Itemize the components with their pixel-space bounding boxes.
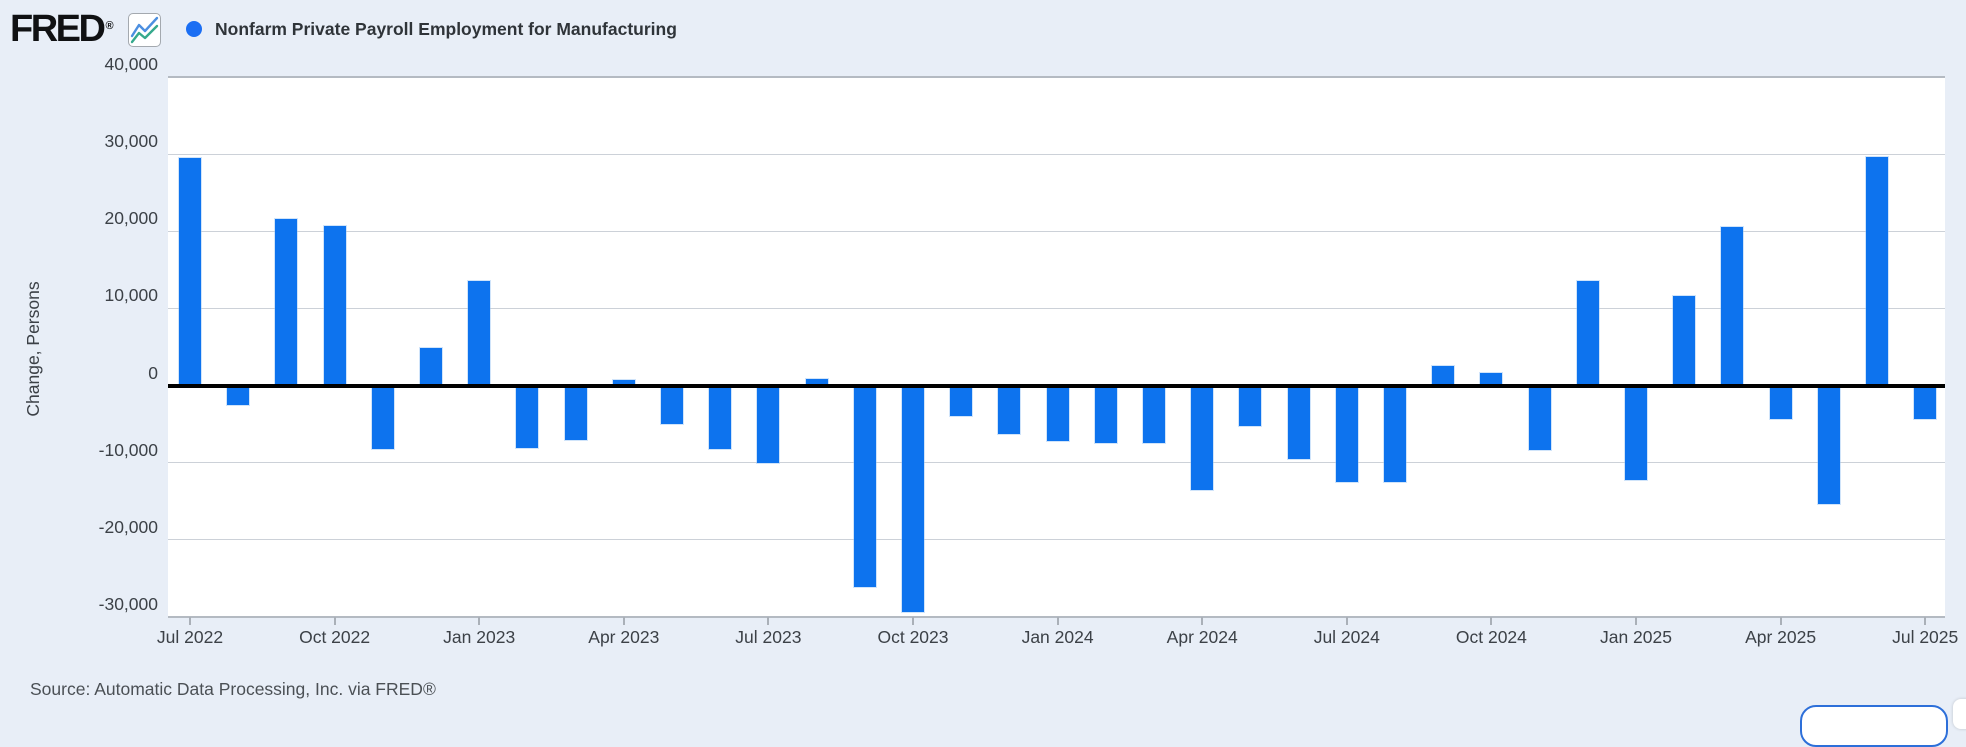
bar[interactable] (371, 385, 394, 449)
x-axis-tick-label: Oct 2024 (1455, 627, 1527, 647)
fred-chart-page: FRED ® Nonfarm Private Payroll Employment… (10, 10, 1966, 747)
bar[interactable] (612, 380, 635, 386)
bar[interactable] (1673, 296, 1696, 386)
x-axis-tick-mark (1056, 617, 1059, 625)
fred-logo-text: FRED (10, 8, 106, 50)
x-axis-tick-label: Jul 2023 (735, 627, 802, 647)
gridline (168, 153, 1945, 155)
bar[interactable] (1914, 385, 1937, 419)
y-axis-tick-label: -20,000 (98, 516, 158, 537)
x-axis-tick-mark (478, 617, 481, 625)
bar[interactable] (1769, 385, 1792, 419)
bar[interactable] (179, 158, 201, 386)
x-axis-tick-label: Jan 2023 (443, 627, 516, 647)
x-axis-tick-mark (1490, 617, 1493, 625)
bar[interactable] (709, 385, 732, 449)
fred-logo: FRED ® (10, 10, 114, 48)
source-attribution: Source: Automatic Data Processing, Inc. … (30, 679, 436, 699)
x-axis-tick-mark (1924, 617, 1927, 625)
fred-logo-registered-mark: ® (105, 20, 114, 32)
plot-area (168, 77, 1945, 617)
y-axis-tick-label: 30,000 (104, 131, 158, 152)
x-axis-tick-mark (1201, 617, 1204, 625)
x-axis-tick-label: Apr 2025 (1745, 627, 1817, 647)
bar[interactable] (1866, 157, 1888, 386)
x-axis-tick-mark (767, 617, 770, 625)
bar[interactable] (1576, 280, 1599, 386)
y-axis-tick-label: -10,000 (98, 439, 158, 460)
bar[interactable] (468, 280, 491, 386)
gridline (168, 230, 1945, 232)
bar[interactable] (1335, 385, 1358, 482)
bar[interactable] (1817, 385, 1840, 504)
x-axis-tick-label: Jan 2025 (1599, 627, 1672, 647)
bar[interactable] (1528, 385, 1551, 451)
partial-action-button[interactable] (1800, 705, 1948, 747)
bar[interactable] (1287, 385, 1310, 459)
bar[interactable] (805, 379, 828, 386)
y-axis-tick-label: 0 (148, 362, 158, 383)
x-axis-tick-label: Apr 2024 (1166, 627, 1238, 647)
bar[interactable] (902, 385, 924, 612)
bar[interactable] (1094, 385, 1117, 444)
fred-sparkline-icon (128, 13, 161, 47)
chart-title: Nonfarm Private Payroll Employment for M… (215, 19, 677, 39)
x-axis-tick-mark (1779, 617, 1782, 625)
bar[interactable] (853, 385, 876, 587)
gridline (168, 539, 1945, 541)
x-axis-tick-label: Jul 2024 (1313, 627, 1380, 647)
bar[interactable] (1432, 366, 1455, 386)
zero-axis-line (168, 383, 1945, 388)
bar[interactable] (757, 385, 780, 464)
bar[interactable] (227, 385, 250, 405)
x-axis-tick-mark (189, 617, 191, 625)
x-axis-tick-label: Jul 2022 (156, 627, 224, 647)
corner-widget-cut-off (1953, 699, 1966, 729)
x-axis-tick-label: Oct 2023 (877, 627, 949, 647)
y-axis-tick-label: -30,000 (98, 594, 158, 614)
bar[interactable] (1625, 385, 1647, 480)
bar[interactable] (661, 385, 683, 425)
x-axis-tick-mark (333, 617, 336, 625)
x-axis-tick-label: Jul 2025 (1892, 627, 1959, 647)
bar[interactable] (1239, 385, 1262, 427)
x-axis-tick-label: Oct 2022 (299, 627, 371, 647)
y-axis-tick-label: 20,000 (104, 208, 158, 229)
gridline (168, 307, 1945, 309)
bar[interactable] (516, 385, 539, 449)
bar[interactable] (275, 218, 298, 386)
bar[interactable] (420, 347, 442, 386)
y-axis-tick-label: 10,000 (104, 285, 158, 306)
gridline (168, 462, 1945, 464)
bar[interactable] (1384, 385, 1406, 482)
y-axis-tick-label: 40,000 (104, 54, 158, 74)
x-axis-tick-mark (912, 617, 914, 625)
bar[interactable] (1721, 227, 1744, 386)
bar[interactable] (1191, 385, 1214, 491)
x-axis-tick-label: Apr 2023 (588, 627, 660, 647)
bar[interactable] (564, 385, 587, 441)
bar[interactable] (1046, 385, 1069, 442)
bar[interactable] (998, 385, 1021, 435)
gridline (168, 76, 1945, 78)
x-axis-tick-mark (1345, 617, 1348, 625)
x-axis-tick-mark (622, 617, 625, 625)
bar[interactable] (1480, 373, 1503, 386)
x-axis-tick-label: Jan 2024 (1021, 627, 1094, 647)
series-legend-dot-icon (186, 21, 202, 37)
bar[interactable] (950, 385, 973, 417)
x-axis-tick-mark (1635, 617, 1637, 625)
bar[interactable] (1143, 385, 1165, 444)
gridline (168, 616, 1945, 618)
bar[interactable] (323, 225, 346, 386)
